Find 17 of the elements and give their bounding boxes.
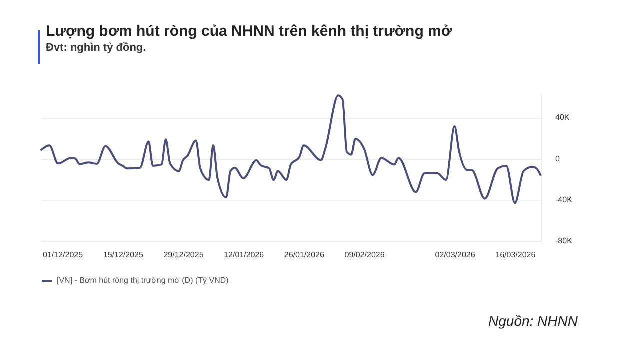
x-tick-label: 16/03/2026: [496, 250, 536, 260]
x-tick-label: 12/01/2026: [224, 250, 265, 260]
x-tick-label: 01/12/2025: [43, 250, 84, 260]
x-tick-label: 26/01/2026: [284, 250, 325, 260]
x-tick-label: 29/12/2025: [164, 250, 204, 260]
x-tick-label: 15/12/2025: [103, 250, 144, 260]
chart-title: Lượng bơm hút ròng của NHNN trên kênh thị trường mở: [46, 23, 452, 40]
x-tick-label: 02/03/2026: [435, 250, 476, 260]
text: Nguồn: NHNN: [488, 313, 578, 329]
legend-label: [VN] - Bơm hút ròng thị trường mở (D) (Tỷ VND): [57, 276, 230, 285]
chart-subtitle: Đvt: nghìn tỷ đồng.: [46, 42, 146, 54]
line-series: [40, 94, 542, 204]
x-tick-label: 09/02/2026: [344, 250, 386, 260]
y-tick-label: -40K: [556, 195, 574, 204]
y-tick-label: 0: [556, 154, 560, 164]
y-tick-label: -80K: [556, 236, 574, 246]
y-tick-label: 40K: [556, 113, 570, 122]
